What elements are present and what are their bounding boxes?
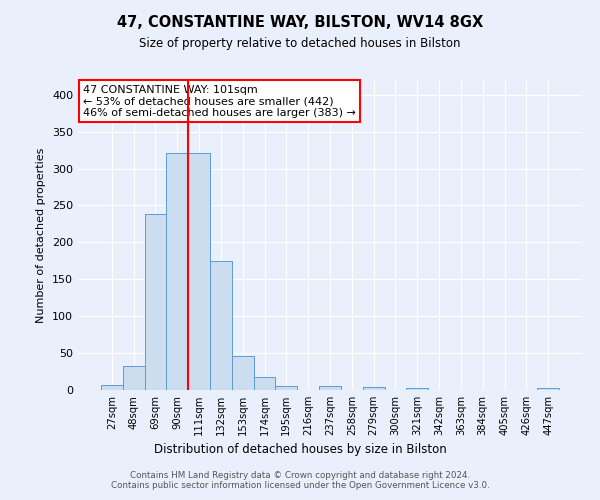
- Text: Size of property relative to detached houses in Bilston: Size of property relative to detached ho…: [139, 38, 461, 51]
- Bar: [166, 153, 188, 390]
- Bar: [254, 378, 275, 390]
- Text: Distribution of detached houses by size in Bilston: Distribution of detached houses by size …: [154, 442, 446, 456]
- Bar: [188, 153, 210, 390]
- Bar: [210, 261, 232, 390]
- Bar: [145, 214, 166, 390]
- Text: 47, CONSTANTINE WAY, BILSTON, WV14 8GX: 47, CONSTANTINE WAY, BILSTON, WV14 8GX: [117, 15, 483, 30]
- Bar: [319, 386, 341, 390]
- Text: Contains HM Land Registry data © Crown copyright and database right 2024.
Contai: Contains HM Land Registry data © Crown c…: [110, 470, 490, 490]
- Bar: [275, 386, 297, 390]
- Bar: [363, 387, 385, 390]
- Text: 47 CONSTANTINE WAY: 101sqm
← 53% of detached houses are smaller (442)
46% of sem: 47 CONSTANTINE WAY: 101sqm ← 53% of deta…: [83, 84, 356, 118]
- Bar: [232, 356, 254, 390]
- Bar: [537, 388, 559, 390]
- Bar: [123, 366, 145, 390]
- Bar: [406, 388, 428, 390]
- Y-axis label: Number of detached properties: Number of detached properties: [37, 148, 46, 322]
- Bar: [101, 385, 123, 390]
